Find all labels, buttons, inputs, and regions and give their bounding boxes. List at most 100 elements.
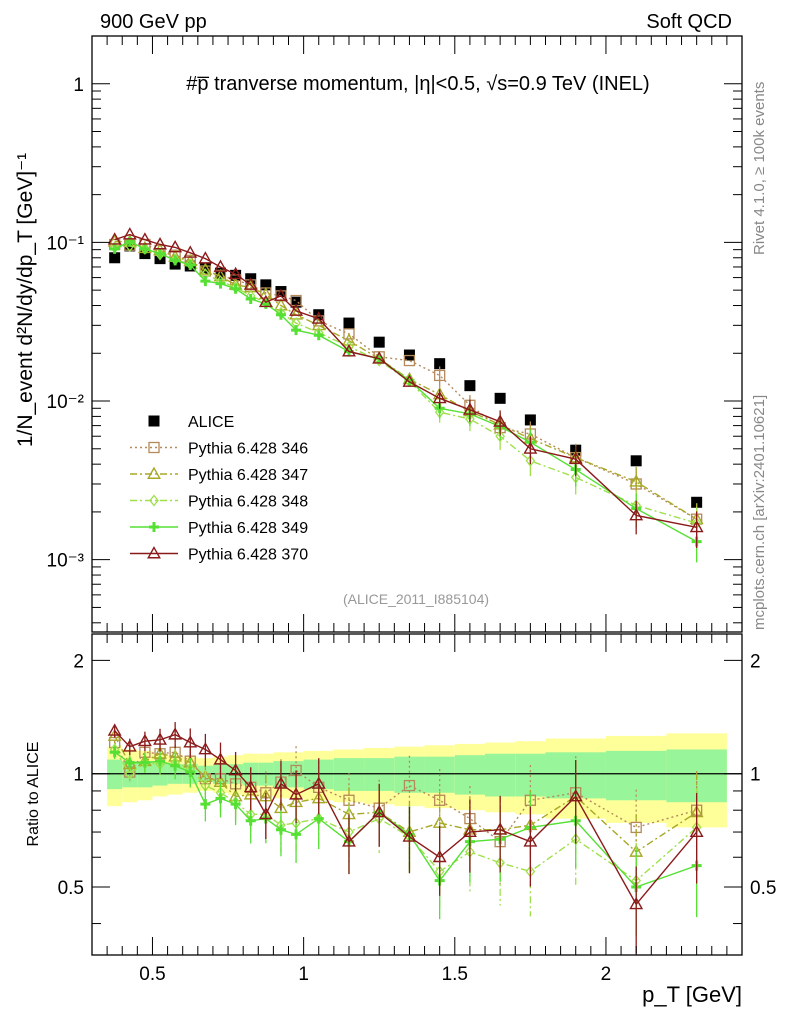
data-point <box>230 283 241 294</box>
ratio-y-axis-label: Ratio to ALICE <box>25 742 42 847</box>
main-y-tick-label: 1 <box>73 75 84 96</box>
ratio-point <box>183 735 198 748</box>
ratio-point <box>200 799 211 810</box>
ratio-point <box>243 779 258 793</box>
data-point <box>183 245 198 258</box>
data-point <box>343 317 355 329</box>
legend-marker <box>148 441 160 454</box>
ratio-point <box>402 829 417 842</box>
ratio-point <box>289 787 304 800</box>
data-point <box>290 296 302 308</box>
data-point <box>568 451 583 465</box>
data-point <box>289 303 304 316</box>
ratio-point <box>432 849 447 863</box>
data-point <box>275 309 286 320</box>
data-point <box>185 260 196 271</box>
ratio-point <box>629 896 644 910</box>
data-point <box>170 255 181 266</box>
data-point <box>373 336 385 348</box>
data-point <box>258 294 273 308</box>
data-point <box>109 243 120 254</box>
band-inner-segment <box>485 753 516 797</box>
ratio-y-tick-label: 2 <box>73 651 84 672</box>
data-point <box>403 354 416 367</box>
data-point <box>274 288 288 301</box>
data-point <box>198 251 213 264</box>
legend-item: Pythia 6.428 346 <box>130 441 308 458</box>
data-point <box>689 519 704 533</box>
header-right: Soft QCD <box>646 11 732 33</box>
data-point <box>245 293 256 304</box>
legend-marker <box>147 466 161 479</box>
ratio-point <box>493 822 508 835</box>
ratio-point <box>313 813 324 824</box>
legend-label: Pythia 6.428 349 <box>188 520 308 537</box>
plot-title: #p̅ tranverse momentum, |η|<0.5, √s=0.9 … <box>186 73 649 95</box>
ratio-point <box>462 824 477 837</box>
axes: 10⁻³ 10⁻² 10⁻¹ 1 0.5 0.5 1 1 2 2 0.5 1 1.5 2 p_T [GeV]… <box>14 35 776 1007</box>
x-tick-label: 2 <box>601 964 612 985</box>
ratio-point <box>403 779 416 792</box>
ratio-point <box>230 799 241 810</box>
series-pythia-6-428-349 <box>109 236 702 563</box>
ratio-y-tick-label: 0.5 <box>58 878 84 899</box>
ratio-point <box>689 824 704 837</box>
ratio-line <box>114 749 698 882</box>
series-line <box>114 245 697 524</box>
ratio-point <box>139 757 150 768</box>
ratio-point <box>155 756 166 767</box>
ratio-point <box>124 757 135 768</box>
main-plot-area <box>107 227 704 563</box>
ratio-point <box>137 733 152 747</box>
ratio-point <box>124 767 135 780</box>
data-point <box>434 369 446 382</box>
legend-label: Pythia 6.428 348 <box>188 494 308 511</box>
ratio-point <box>311 776 326 789</box>
x-tick-label: 0.5 <box>139 964 165 985</box>
main-y-tick-label: 10⁻³ <box>47 551 85 572</box>
x-tick-label: 1 <box>298 964 309 985</box>
data-point <box>494 392 506 404</box>
data-point <box>342 344 356 357</box>
ratio-frame <box>91 633 743 956</box>
legend-item: Pythia 6.428 347 <box>130 466 308 484</box>
data-point <box>493 414 508 427</box>
series-pythia-6-428-370 <box>107 227 704 549</box>
data-point <box>258 286 273 300</box>
ratio-y-tick-label: 1 <box>73 765 84 786</box>
data-point <box>629 508 644 521</box>
data-point <box>372 351 387 364</box>
data-point <box>260 279 272 291</box>
ratio-series-pythia-6-428-370 <box>107 722 704 954</box>
ratio-point <box>215 793 226 804</box>
legend-marker <box>147 546 161 559</box>
ratio-point <box>228 763 243 776</box>
data-point <box>629 474 644 487</box>
ratio-point <box>245 815 256 826</box>
data-point <box>691 496 703 508</box>
legend-label: Pythia 6.428 370 <box>188 547 308 564</box>
data-point <box>213 259 228 272</box>
data-point <box>137 232 152 245</box>
ratio-point <box>198 742 213 755</box>
data-point <box>153 237 167 250</box>
legend-label: Pythia 6.428 346 <box>188 441 308 458</box>
data-point <box>215 278 226 289</box>
band-inner-segment <box>605 750 667 801</box>
ratio-point <box>372 804 387 818</box>
data-point <box>313 309 325 321</box>
analysis-tag: (ALICE_2011_I885104) <box>343 591 489 607</box>
data-point <box>464 380 476 392</box>
legend-label: Pythia 6.428 347 <box>188 467 308 484</box>
legend-item: Pythia 6.428 348 <box>130 494 308 511</box>
data-point <box>291 325 302 336</box>
band-inner-segment <box>515 753 546 797</box>
legend-marker <box>149 522 159 532</box>
data-point <box>200 276 211 287</box>
legend-label: ALICE <box>188 414 234 431</box>
data-point <box>313 330 324 341</box>
x-axis-label: p_T [GeV] <box>642 982 742 1007</box>
data-point <box>462 402 477 415</box>
main-y-axis-label: 1/N_event d²N/dy/dp_T [GeV]⁻¹ <box>14 153 37 447</box>
